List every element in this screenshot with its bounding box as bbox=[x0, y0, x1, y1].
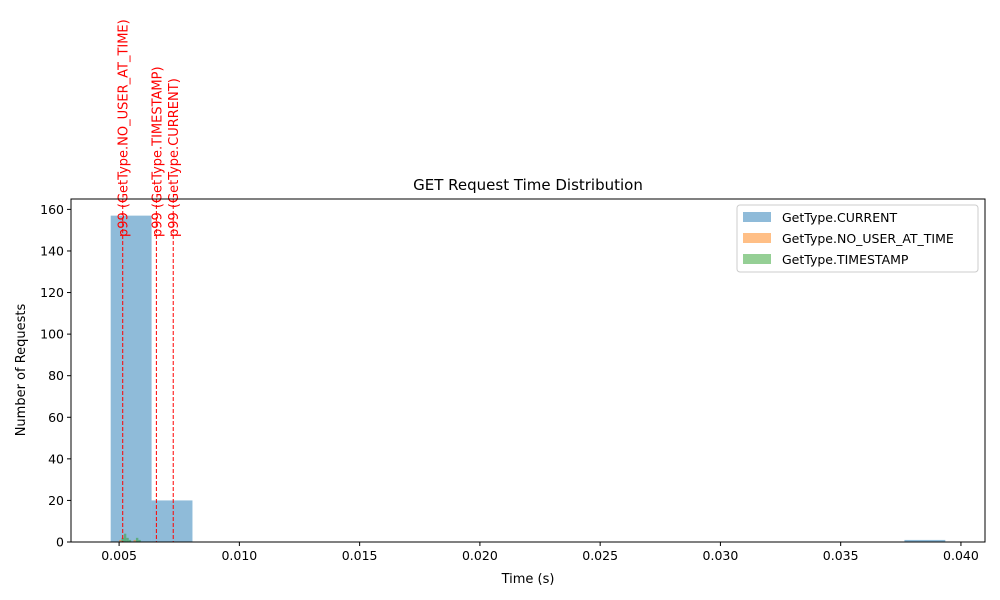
x-axis-ticks: 0.005 0.010 0.015 0.020 0.025 0.030 0.035 0.040 bbox=[101, 542, 979, 563]
percentile-label: p99 (GetType.CURRENT) bbox=[167, 78, 182, 237]
legend-swatch bbox=[743, 212, 771, 222]
plot-frame bbox=[70, 198, 986, 543]
histogram-bar bbox=[128, 539, 132, 542]
y-tick-label: 40 bbox=[48, 451, 64, 466]
histogram-bar bbox=[110, 215, 152, 542]
histogram-bar bbox=[126, 537, 129, 542]
percentile-label: p99 (GetType.NO_USER_AT_TIME) bbox=[117, 19, 132, 237]
percentile-label: p99 (GetType.TIMESTAMP) bbox=[150, 66, 165, 237]
legend-box bbox=[736, 204, 979, 273]
histogram-bar bbox=[135, 537, 139, 542]
x-tick-label: 0.005 bbox=[101, 548, 137, 563]
histogram-bar bbox=[121, 537, 124, 542]
legend-swatch bbox=[743, 233, 771, 243]
chart-title: GET Request Time Distribution bbox=[413, 176, 643, 194]
y-tick-label: 60 bbox=[48, 410, 64, 425]
y-tick-label: 100 bbox=[40, 327, 64, 342]
x-tick-label: 0.015 bbox=[342, 548, 378, 563]
x-tick-label: 0.025 bbox=[582, 548, 618, 563]
x-tick-label: 0.040 bbox=[943, 548, 979, 563]
legend: GetType.CURRENT GetType.NO_USER_AT_TIME Ge… bbox=[736, 204, 979, 273]
bars-layer bbox=[110, 215, 946, 542]
y-tick-label: 0 bbox=[56, 535, 64, 550]
x-tick-label: 0.030 bbox=[703, 548, 739, 563]
histogram-bar bbox=[138, 539, 141, 542]
histogram-bar bbox=[904, 539, 946, 542]
histogram-bar bbox=[123, 533, 127, 542]
x-axis-label: Time (s) bbox=[501, 572, 555, 587]
y-tick-label: 160 bbox=[40, 202, 64, 217]
histogram-bar bbox=[133, 539, 136, 542]
legend-label: GetType.CURRENT bbox=[782, 210, 897, 225]
y-tick-label: 80 bbox=[48, 368, 64, 383]
y-axis-label: Number of Requests bbox=[14, 303, 29, 436]
legend-label: GetType.TIMESTAMP bbox=[782, 252, 909, 267]
x-tick-label: 0.020 bbox=[462, 548, 498, 563]
y-axis-ticks: 0 20 40 60 80 100 120 140 160 bbox=[40, 202, 71, 550]
histogram-bar bbox=[119, 539, 122, 542]
legend-label: GetType.NO_USER_AT_TIME bbox=[782, 231, 954, 246]
percentile-lines-layer: p99 (GetType.NO_USER_AT_TIME) p99 (GetTyp… bbox=[117, 19, 182, 542]
y-tick-label: 120 bbox=[40, 285, 64, 300]
legend-swatch bbox=[743, 254, 771, 264]
histogram-bar bbox=[151, 500, 193, 542]
y-tick-label: 140 bbox=[40, 243, 64, 258]
y-tick-label: 20 bbox=[48, 493, 64, 508]
x-tick-label: 0.010 bbox=[221, 548, 257, 563]
x-tick-label: 0.035 bbox=[823, 548, 859, 563]
